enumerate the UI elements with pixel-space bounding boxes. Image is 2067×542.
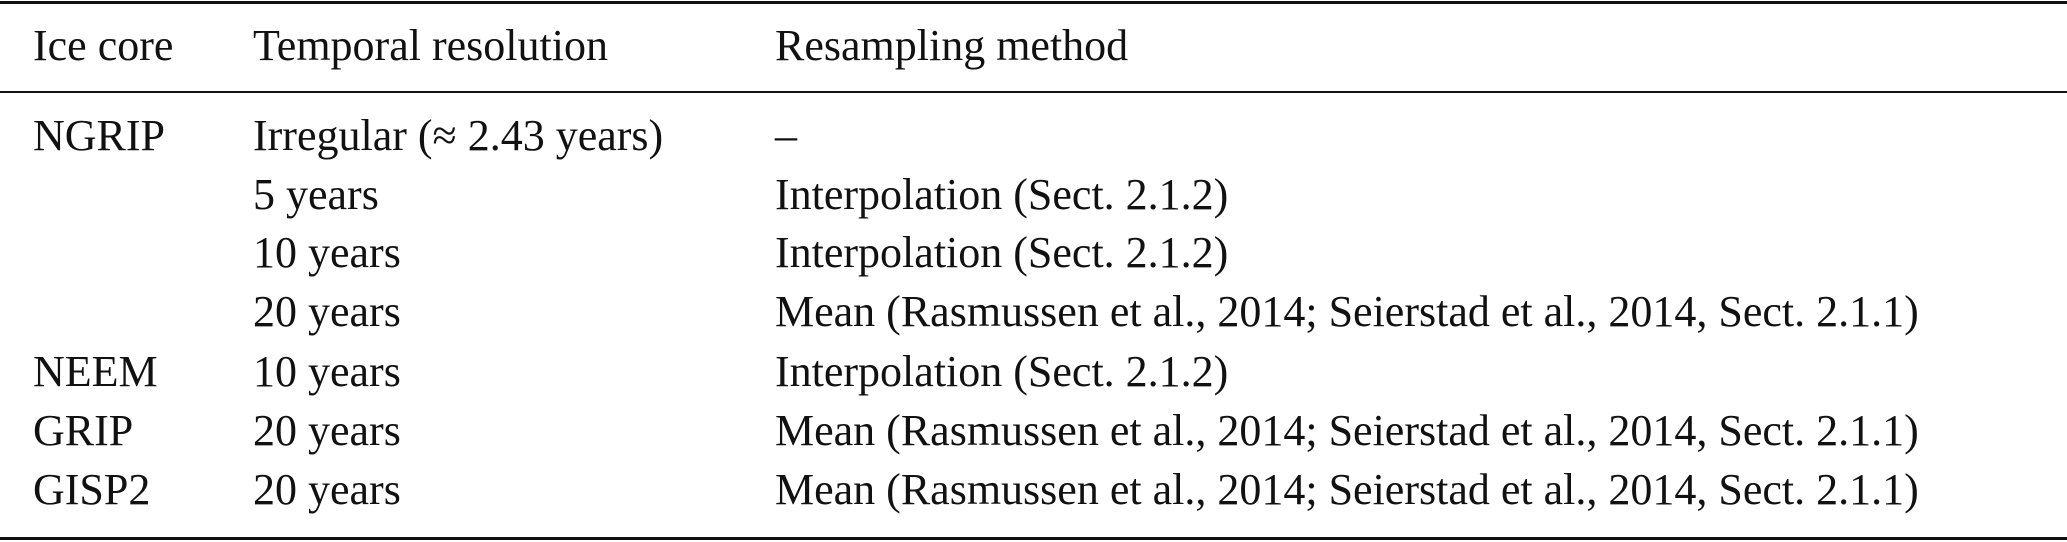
table-cell: NEEM [33,347,158,396]
table-cell: GRIP [33,406,134,455]
table-cell: Interpolation (Sect. 2.1.2) [775,347,1229,396]
table-cell: Interpolation (Sect. 2.1.2) [775,228,1229,277]
header-cell: Resampling method [775,21,1129,70]
table-cell: 20 years [253,287,401,336]
header-cell: Ice core [33,21,174,70]
header-cell: Temporal resolution [253,21,608,70]
table-cell: Mean (Rasmussen et al., 2014; Seierstad … [775,465,1919,514]
table-cell: 10 years [253,228,401,277]
table-cell: GISP2 [33,465,151,514]
table-cell: 10 years [253,347,401,396]
table-cell: 20 years [253,465,401,514]
table-cell: Irregular (≈ 2.43 years) [253,111,664,160]
top-rule [0,1,2067,4]
table-cell: – [775,111,797,160]
bottom-rule [0,537,2067,540]
table-cell: 5 years [253,170,379,219]
table-cell: NGRIP [33,111,166,160]
table-cell: Interpolation (Sect. 2.1.2) [775,170,1229,219]
table-cell: Mean (Rasmussen et al., 2014; Seierstad … [775,406,1919,455]
table-cell: 20 years [253,406,401,455]
table-cell: Mean (Rasmussen et al., 2014; Seierstad … [775,287,1919,336]
header-rule [0,91,2067,93]
